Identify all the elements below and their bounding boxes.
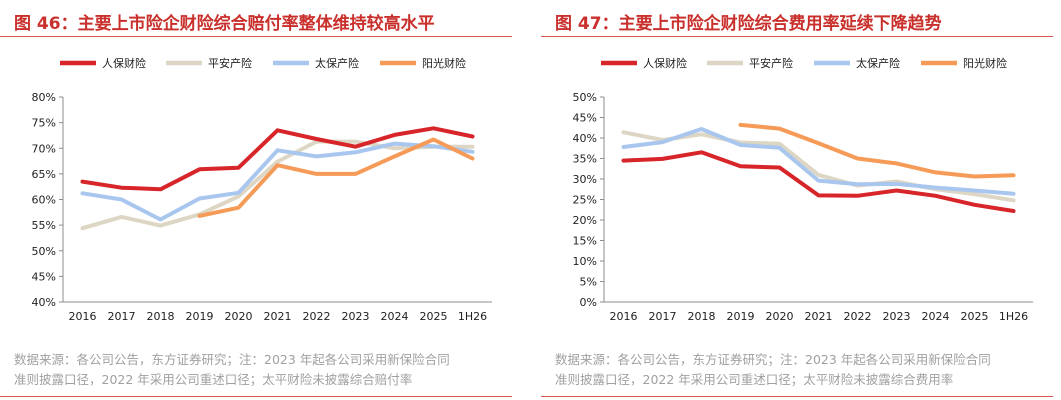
legend-label: 平安产险 [208,56,252,70]
series-line-1 [621,150,1016,213]
y-tick-label: 25% [573,194,597,207]
legend-label: 平安产险 [749,56,793,70]
bottom-divider [0,396,512,397]
y-tick-label: 45% [32,270,56,283]
y-tick-label: 10% [573,255,597,268]
legend-label: 人保财险 [102,56,146,70]
series-line-1 [80,126,475,192]
series-line-2 [80,139,475,231]
legend-label: 阳光财险 [422,56,466,70]
y-tick-label: 40% [32,296,56,309]
y-tick-label: 50% [32,245,56,258]
y-tick-label: 50% [573,91,597,104]
chart-panel-left: 图 46：主要上市险企财险综合赔付率整体维持较高水平 人保财险 平安产险 太保产险 阳… [0,0,520,400]
x-tick-label: 2020 [766,310,794,323]
series-line-4 [738,122,1016,179]
legend-label: 太保产险 [315,56,359,70]
chart-panel-right: 图 47：主要上市险企财险综合费用率延续下降趋势 人保财险 平安产险 太保产险 阳光财… [541,0,1061,400]
series-line-4 [197,137,475,218]
x-tick-label: 2025 [961,310,989,323]
series-line-3 [621,127,1016,196]
x-tick-label: 2019 [186,310,214,323]
chart-title: 图 47：主要上市险企财险综合费用率延续下降趋势 [555,14,942,34]
expense-ratio-line-chart: 人保财险 平安产险 太保产险 阳光财险 0% 5% 10% 15% 20% 25% 30% 35% 40… [573,56,1033,323]
x-tick-label: 2020 [225,310,253,323]
title-divider [0,36,512,37]
x-tick-label: 2017 [649,310,677,323]
legend-label: 人保财险 [643,56,687,70]
chart-title: 图 46：主要上市险企财险综合赔付率整体维持较高水平 [14,14,435,34]
x-tick-label: 2023 [342,310,370,323]
title-divider [541,36,1053,37]
source-note-line-2: 准则披露口径，2022 年采用公司重述口径；太平财险未披露综合费用率 [555,372,954,387]
x-tick-label: 1H26 [458,310,487,323]
x-tick-label: 2016 [610,310,638,323]
x-tick-label: 2021 [264,310,292,323]
source-note: 数据来源：各公司公告，东方证券研究；注：2023 年起各公司采用新保险合同 准则… [14,350,514,390]
y-tick-label: 35% [573,153,597,166]
y-tick-label: 15% [573,235,597,248]
y-tick-label: 70% [32,142,56,155]
legend-label: 太保产险 [856,56,900,70]
x-tick-label: 2016 [69,310,97,323]
series-line-3 [80,141,475,222]
y-tick-label: 5% [580,276,597,289]
source-note: 数据来源：各公司公告，东方证券研究；注：2023 年起各公司采用新保险合同 准则… [555,350,1055,390]
x-tick-label: 2019 [727,310,755,323]
source-note-line-1: 数据来源：各公司公告，东方证券研究；注：2023 年起各公司采用新保险合同 [555,352,991,367]
y-tick-label: 65% [32,168,56,181]
x-tick-label: 1H26 [999,310,1028,323]
y-tick-label: 75% [32,117,56,130]
x-tick-label: 2017 [108,310,136,323]
x-tick-label: 2025 [420,310,448,323]
x-tick-label: 2018 [147,310,175,323]
y-tick-label: 80% [32,91,56,104]
source-note-line-2: 准则披露口径，2022 年采用公司重述口径；太平财险未披露综合赔付率 [14,372,413,387]
x-tick-label: 2021 [805,310,833,323]
source-note-line-1: 数据来源：各公司公告，东方证券研究；注：2023 年起各公司采用新保险合同 [14,352,450,367]
y-tick-label: 0% [580,296,597,309]
y-tick-label: 30% [573,173,597,186]
legend-label: 阳光财险 [963,56,1007,70]
claims-ratio-line-chart: 人保财险 平安产险 太保产险 阳光财险 40% 45% 50% 55% 60% 65% 70% 75%… [32,56,492,323]
y-tick-label: 45% [573,112,597,125]
y-tick-label: 55% [32,219,56,232]
x-tick-label: 2023 [883,310,911,323]
y-tick-label: 40% [573,132,597,145]
series-line-2 [621,130,1016,203]
x-tick-label: 2024 [381,310,409,323]
x-tick-label: 2024 [922,310,950,323]
x-tick-label: 2018 [688,310,716,323]
x-tick-label: 2022 [844,310,872,323]
bottom-divider [541,396,1053,397]
y-tick-label: 20% [573,214,597,227]
x-tick-label: 2022 [303,310,331,323]
y-tick-label: 60% [32,194,56,207]
